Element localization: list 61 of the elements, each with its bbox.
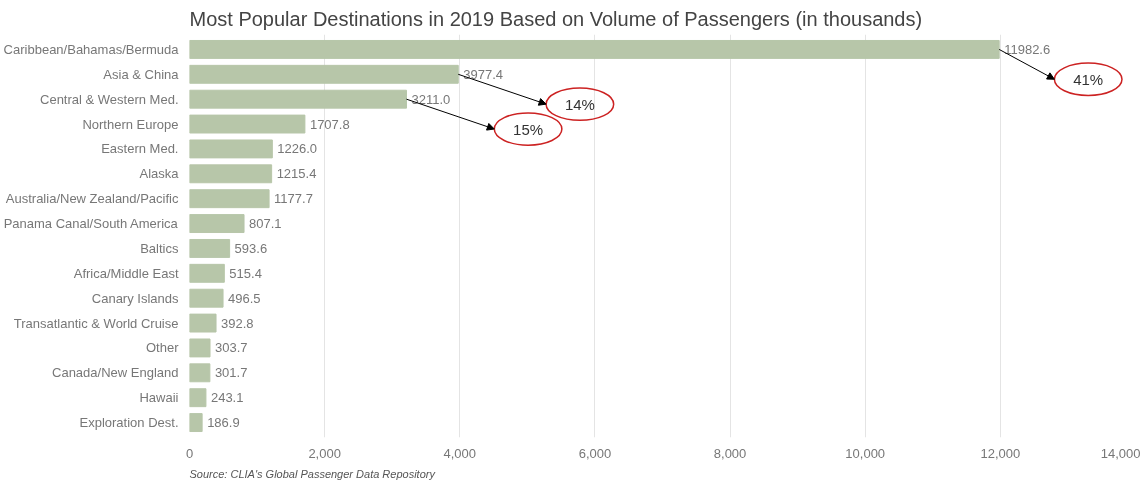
y-tick-label: Canary Islands xyxy=(91,290,179,306)
x-tick-label: 8,000 xyxy=(713,445,747,461)
bar xyxy=(189,164,273,184)
y-tick-label: Transatlantic & World Cruise xyxy=(13,315,179,331)
x-tick-label: 4,000 xyxy=(443,445,477,461)
data-label: 3977.4 xyxy=(463,66,504,82)
annotation: 41% xyxy=(1073,70,1104,88)
data-label: 303.7 xyxy=(215,340,248,356)
data-label: 807.1 xyxy=(249,216,282,232)
data-label: 515.4 xyxy=(229,265,262,281)
bar xyxy=(189,114,306,134)
data-label: 392.8 xyxy=(221,315,254,331)
bar xyxy=(189,189,270,209)
y-tick-label: Northern Europe xyxy=(82,116,179,132)
x-tick-label: 10,000 xyxy=(845,445,886,461)
data-label: 1177.7 xyxy=(274,191,313,207)
bar xyxy=(189,338,211,358)
bar xyxy=(189,363,211,383)
data-label: 1226.0 xyxy=(277,141,318,157)
annotation: 14% xyxy=(564,95,595,113)
y-tick-label: Australia/New Zealand/Pacific xyxy=(5,191,179,207)
y-tick-label: Eastern Med. xyxy=(101,141,179,157)
source-note: Source: CLIA's Global Passenger Data Repository xyxy=(189,467,437,480)
data-label: 496.5 xyxy=(228,290,261,306)
data-label: 301.7 xyxy=(214,365,248,381)
x-tick-label: 0 xyxy=(185,445,194,461)
y-tick-label: Caribbean/Bahamas/Bermuda xyxy=(3,41,180,57)
x-tick-label: 6,000 xyxy=(578,445,612,461)
x-tick-label: 12,000 xyxy=(980,445,1021,461)
data-label: 243.1 xyxy=(210,390,244,406)
y-tick-label: Baltics xyxy=(140,240,179,256)
y-tick-label: Asia & China xyxy=(103,66,180,82)
bar xyxy=(189,238,231,258)
bar xyxy=(189,263,225,283)
y-tick-label: Exploration Dest. xyxy=(79,415,179,431)
annotation: 15% xyxy=(513,120,544,138)
bar xyxy=(189,64,459,84)
data-label: 3211.0 xyxy=(411,91,451,107)
chart-title: Most Popular Destinations in 2019 Based on Volume of Passengers (in thousands) xyxy=(189,7,923,30)
x-tick-label: 14,000 xyxy=(1100,445,1141,461)
data-label: 1707.8 xyxy=(309,116,350,132)
data-label: 593.6 xyxy=(234,240,268,256)
y-tick-label: Central & Western Med. xyxy=(40,91,179,107)
data-label: 1215.4 xyxy=(276,166,317,182)
y-tick-label: Canada/New England xyxy=(52,365,179,381)
bar xyxy=(189,139,273,159)
x-tick-label: 2,000 xyxy=(308,445,341,461)
bar xyxy=(189,313,217,333)
bar xyxy=(189,214,245,234)
bar xyxy=(189,288,224,308)
y-tick-label: Other xyxy=(145,340,180,356)
y-tick-label: Africa/Middle East xyxy=(73,265,179,281)
data-label: 11982.6 xyxy=(1004,41,1051,57)
y-tick-label: Hawaii xyxy=(139,390,179,406)
y-tick-label: Alaska xyxy=(139,166,180,182)
y-tick-label: Panama Canal/South America xyxy=(3,216,179,232)
bar xyxy=(189,89,407,109)
bar xyxy=(189,388,207,408)
bar xyxy=(189,39,1000,59)
bar xyxy=(189,413,203,433)
data-label: 186.9 xyxy=(207,415,240,431)
